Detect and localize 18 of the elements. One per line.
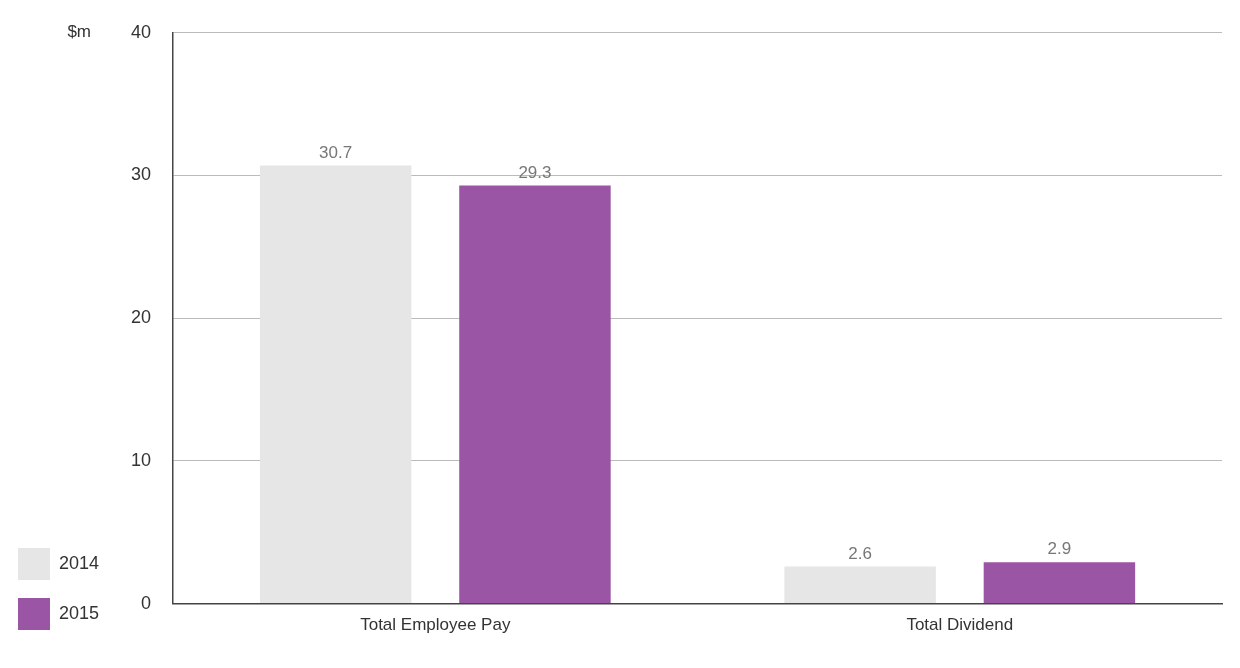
bar [983, 562, 1136, 604]
y-axis-title: $m [67, 22, 92, 42]
y-tick-label: 40 [131, 21, 152, 42]
bar [459, 185, 611, 604]
legend-label: 2014 [59, 552, 100, 573]
y-tick-label: 0 [141, 592, 152, 613]
bar [784, 566, 936, 604]
y-tick-label: 10 [131, 449, 152, 470]
y-tick-label: 20 [131, 307, 152, 328]
y-tick-label: 30 [131, 164, 152, 185]
data-label: 2.6 [848, 543, 872, 563]
data-label: 29.3 [518, 162, 552, 182]
x-tick-label: Total Employee Pay [360, 615, 511, 635]
data-label: 2.9 [1047, 539, 1072, 559]
data-label: 30.7 [319, 142, 353, 162]
legend-label: 2015 [59, 602, 100, 623]
bar [259, 165, 412, 604]
x-tick-label: Total Dividend [906, 615, 1014, 635]
